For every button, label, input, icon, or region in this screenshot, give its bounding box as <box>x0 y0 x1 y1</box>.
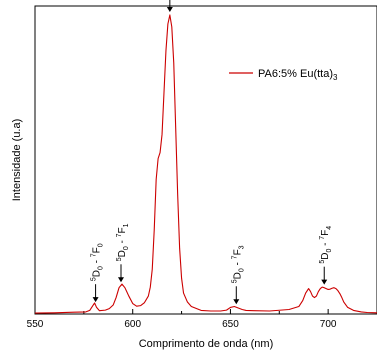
annotation-arrow-head <box>321 279 328 285</box>
annotation-label-part: D <box>232 272 243 279</box>
annotation-label-part: F <box>92 247 103 253</box>
transition-annotation: 5D0 - 7F4 <box>319 226 333 285</box>
transition-annotation: 5D0 - 7F2 <box>166 0 173 12</box>
transition-annotation: 5D0 - 7F3 <box>231 245 245 305</box>
annotation-label-part: 7 <box>116 233 123 237</box>
annotation-label: 5D0 - 7F1 <box>116 223 130 261</box>
x-tick-label: 650 <box>222 319 239 330</box>
annotation-label-part: 5 <box>231 279 238 283</box>
annotation-label-part: D <box>320 253 331 260</box>
transition-annotation: 5D0 - 7F1 <box>116 223 130 283</box>
annotation-arrow-head <box>166 6 173 12</box>
x-tick-label: 550 <box>27 319 44 330</box>
annotation-label-part: - <box>117 237 128 246</box>
annotation-arrow-head <box>117 277 124 283</box>
annotation-label-part: 7 <box>91 253 98 257</box>
annotation-label-part: D <box>92 270 103 277</box>
legend-series-subscript: 3 <box>333 73 338 82</box>
annotation-label-part: F <box>232 249 243 255</box>
annotation-label-part: 0 <box>326 249 333 253</box>
plot-frame <box>34 5 377 315</box>
annotation-label-part: 5 <box>319 260 326 264</box>
annotation-label-part: 0 <box>123 246 130 250</box>
legend: PA6:5% Eu(tta)3 <box>229 68 338 82</box>
annotation-label: 5D0 - 7F0 <box>91 243 105 281</box>
series-line <box>34 14 377 314</box>
x-tick-label: 600 <box>124 319 141 330</box>
annotation-label-part: F <box>117 227 128 233</box>
annotation-label-part: - <box>232 259 243 268</box>
annotation-label-part: 4 <box>326 226 333 230</box>
x-tick-label: 700 <box>320 319 337 330</box>
annotation-label-part: - <box>92 257 103 266</box>
annotation-label-part: 0 <box>98 266 105 270</box>
annotation-label-part: D <box>117 250 128 257</box>
annotation-label-part: 5 <box>116 257 123 261</box>
legend-label: PA6:5% Eu(tta)3 <box>258 68 338 82</box>
annotation-label-part: - <box>320 240 331 249</box>
annotation-arrow-head <box>233 299 240 305</box>
annotation-label: 5D0 - 7F3 <box>231 245 245 283</box>
x-axis-title: Comprimento de onda (nm) <box>139 338 274 350</box>
annotation-label-part: 1 <box>123 223 130 227</box>
annotation-label-part: 3 <box>238 245 245 249</box>
legend-series-name: PA6:5% Eu(tta) <box>258 68 333 80</box>
annotation-label-part: 0 <box>98 243 105 247</box>
series-layer <box>34 14 377 314</box>
annotation-arrow-head <box>92 297 99 303</box>
annotation-label-part: F <box>320 230 331 236</box>
annotation-label: 5D0 - 7F4 <box>319 226 333 264</box>
annotation-label-part: 5 <box>91 277 98 281</box>
transition-annotation: 5D0 - 7F0 <box>91 243 105 303</box>
annotation-label-part: 0 <box>238 268 245 272</box>
annotation-label-part: 7 <box>319 236 326 240</box>
y-axis-title: Intensidade (u.a) <box>11 119 23 202</box>
annotation-label-part: 7 <box>231 255 238 259</box>
